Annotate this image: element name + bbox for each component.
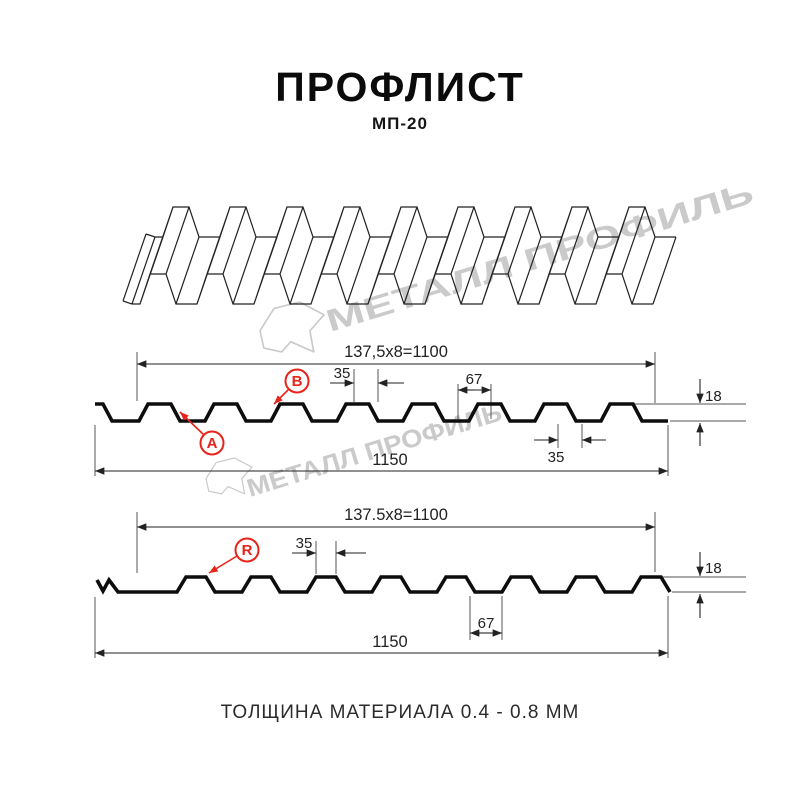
callout-letter: A [207, 435, 218, 452]
dim-valley-label: 67 [478, 615, 495, 632]
dim-pitch-total-label: 137,5x8=1100 [344, 343, 448, 361]
callout-A: A [179, 411, 225, 456]
profile-back-outline [95, 575, 672, 595]
dim-overall-label: 1150 [372, 451, 407, 469]
cross-section-front: 137,5x8=1100 35 67 18 35 1150 A B [94, 343, 746, 476]
callout-letter: B [292, 373, 303, 390]
extension-lines [94, 512, 669, 658]
dim-rib-top-label: 35 [334, 365, 351, 382]
sheet-3d-fill [132, 207, 676, 304]
brand-logo-icon [205, 457, 253, 495]
callout-circle [199, 430, 225, 456]
dim-overall-label: 1150 [372, 633, 407, 651]
callout-arrow [273, 388, 290, 405]
height-reference-lines [635, 403, 746, 422]
dim-rib-bottom-label: 35 [548, 449, 565, 466]
dim-height-label: 18 [705, 560, 722, 577]
callout-R: R [208, 537, 260, 574]
callout-arrow [179, 411, 205, 436]
callout-arrow [208, 555, 238, 574]
brand-logo-icon [259, 301, 325, 353]
callout-circle [234, 537, 260, 563]
callout-letter: R [242, 542, 253, 559]
material-thickness-note: ТОЛЩИНА МАТЕРИАЛА 0.4 - 0.8 ММ [220, 702, 580, 723]
dim-valley-label: 67 [466, 371, 483, 388]
dim-height-label: 18 [705, 388, 722, 405]
sheet-3d-silhouette [132, 207, 676, 304]
dim-pitch-total-label: 137.5x8=1100 [344, 506, 448, 524]
profile-front-outline [95, 402, 668, 423]
height-reference-lines [663, 576, 746, 593]
dim-rib-top-label: 35 [296, 535, 313, 552]
brand-watermark-middle: МЕТАЛЛ ПРОФИЛЬ [205, 398, 505, 503]
cross-section-back: 137.5x8=1100 35 67 18 1150 R [94, 506, 746, 658]
callout-B: B [273, 368, 310, 405]
sheet-3d-lines [122, 206, 677, 305]
page-subtitle: МП-20 [372, 114, 428, 133]
page-title: ПРОФЛИСТ [275, 64, 525, 110]
callout-circle [284, 368, 310, 394]
sheet-3d-wireframe [122, 206, 677, 305]
